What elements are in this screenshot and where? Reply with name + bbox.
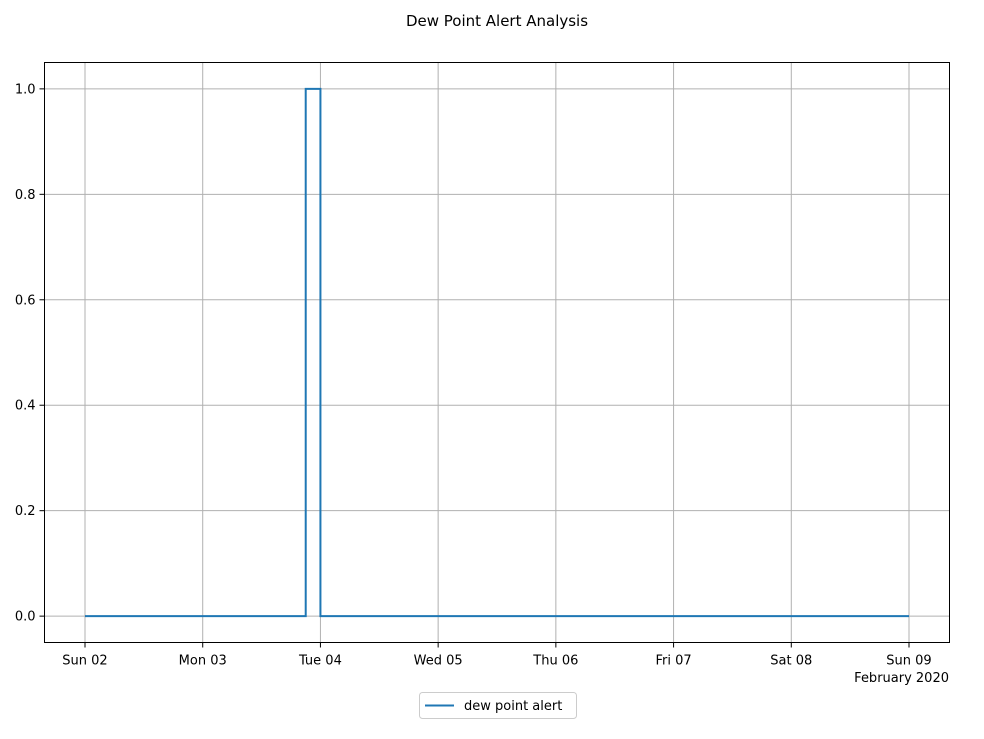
x-tick-label: Tue 04 [298, 654, 342, 669]
x-tick-label: Sun 09 [886, 654, 931, 669]
y-tick-label: 0.8 [15, 188, 36, 203]
grid [44, 62, 950, 643]
legend-box [419, 692, 577, 719]
chart-title: Dew Point Alert Analysis [406, 12, 588, 30]
series-layer [85, 87, 909, 618]
x-tick-label: Sat 08 [770, 654, 812, 669]
y-tick-label: 0.4 [15, 399, 36, 414]
y-tick-label: 0.6 [15, 293, 36, 308]
x-tick-label: Sun 02 [62, 654, 107, 669]
y-axis: 0.0 0.2 0.4 0.6 0.8 1.0 [15, 82, 45, 625]
x-axis-offset-label: February 2020 [854, 671, 949, 686]
x-tick-label: Fri 07 [655, 654, 691, 669]
legend-label: dew point alert [464, 699, 562, 714]
series-line-0 [85, 87, 909, 618]
y-tick-label: 0.0 [15, 610, 36, 625]
y-tick-label: 1.0 [15, 82, 36, 97]
plot-frame [44, 62, 950, 643]
x-axis: Sun 02 Mon 03 Tue 04 Wed 05 Thu 06 Fri 07 Sat … [62, 642, 932, 669]
x-tick-label: Mon 03 [179, 654, 227, 669]
legend[interactable]: dew point alert [419, 692, 577, 719]
y-tick-label: 0.2 [15, 504, 36, 519]
x-tick-label: Thu 06 [532, 654, 578, 669]
x-tick-label: Wed 05 [414, 654, 463, 669]
